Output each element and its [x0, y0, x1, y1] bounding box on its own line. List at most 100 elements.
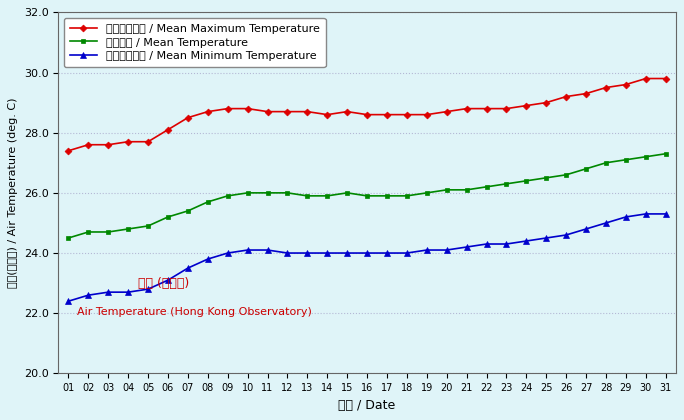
平均氣溫 / Mean Temperature: [622, 157, 630, 162]
平均最低氣溫 / Mean Minimum Temperature: [482, 241, 490, 247]
平均最低氣溫 / Mean Minimum Temperature: [343, 250, 352, 255]
平均最低氣溫 / Mean Minimum Temperature: [661, 211, 670, 216]
平均氣溫 / Mean Temperature: [64, 236, 73, 241]
平均最低氣溫 / Mean Minimum Temperature: [443, 247, 451, 252]
平均氣溫 / Mean Temperature: [502, 181, 510, 186]
平均最低氣溫 / Mean Minimum Temperature: [462, 244, 471, 249]
平均最低氣溫 / Mean Minimum Temperature: [602, 220, 610, 226]
平均最低氣溫 / Mean Minimum Temperature: [124, 290, 132, 295]
平均氣溫 / Mean Temperature: [224, 193, 232, 198]
平均氣溫 / Mean Temperature: [661, 151, 670, 156]
平均最高氣溫 / Mean Maximum Temperature: [523, 103, 531, 108]
平均最高氣溫 / Mean Maximum Temperature: [303, 109, 311, 114]
Line: 平均氣溫 / Mean Temperature: 平均氣溫 / Mean Temperature: [66, 151, 668, 240]
平均最高氣溫 / Mean Maximum Temperature: [204, 109, 212, 114]
平均氣溫 / Mean Temperature: [482, 184, 490, 189]
平均氣溫 / Mean Temperature: [184, 208, 192, 213]
平均最高氣溫 / Mean Maximum Temperature: [64, 148, 73, 153]
平均最高氣溫 / Mean Maximum Temperature: [224, 106, 232, 111]
平均最高氣溫 / Mean Maximum Temperature: [602, 85, 610, 90]
平均最低氣溫 / Mean Minimum Temperature: [642, 211, 650, 216]
平均最低氣溫 / Mean Minimum Temperature: [323, 250, 331, 255]
平均最高氣溫 / Mean Maximum Temperature: [343, 109, 352, 114]
Text: 氣溫 (天文台): 氣溫 (天文台): [137, 277, 189, 290]
X-axis label: 日期 / Date: 日期 / Date: [339, 399, 396, 412]
平均氣溫 / Mean Temperature: [323, 193, 331, 198]
平均氣溫 / Mean Temperature: [523, 178, 531, 184]
平均最高氣溫 / Mean Maximum Temperature: [462, 106, 471, 111]
平均氣溫 / Mean Temperature: [283, 190, 291, 195]
平均最高氣溫 / Mean Maximum Temperature: [184, 115, 192, 120]
平均最低氣溫 / Mean Minimum Temperature: [224, 250, 232, 255]
Y-axis label: 氣溫(攝氏度) / Air Temperature (deg. C): 氣溫(攝氏度) / Air Temperature (deg. C): [8, 97, 18, 288]
平均最低氣溫 / Mean Minimum Temperature: [204, 257, 212, 262]
平均最低氣溫 / Mean Minimum Temperature: [363, 250, 371, 255]
平均氣溫 / Mean Temperature: [542, 175, 551, 180]
平均氣溫 / Mean Temperature: [423, 190, 431, 195]
平均最低氣溫 / Mean Minimum Temperature: [263, 247, 272, 252]
平均最低氣溫 / Mean Minimum Temperature: [303, 250, 311, 255]
平均最低氣溫 / Mean Minimum Temperature: [383, 250, 391, 255]
平均最高氣溫 / Mean Maximum Temperature: [562, 94, 570, 99]
平均最高氣溫 / Mean Maximum Temperature: [283, 109, 291, 114]
平均最高氣溫 / Mean Maximum Temperature: [582, 91, 590, 96]
平均最高氣溫 / Mean Maximum Temperature: [363, 112, 371, 117]
Text: Air Temperature (Hong Kong Observatory): Air Temperature (Hong Kong Observatory): [77, 307, 312, 317]
平均最高氣溫 / Mean Maximum Temperature: [104, 142, 112, 147]
平均氣溫 / Mean Temperature: [164, 215, 172, 220]
Legend: 平均最高氣溫 / Mean Maximum Temperature, 平均氣溫 / Mean Temperature, 平均最低氣溫 / Mean Minimu: 平均最高氣溫 / Mean Maximum Temperature, 平均氣溫 …: [64, 18, 326, 67]
平均氣溫 / Mean Temperature: [462, 187, 471, 192]
平均氣溫 / Mean Temperature: [363, 193, 371, 198]
平均最高氣溫 / Mean Maximum Temperature: [84, 142, 92, 147]
平均氣溫 / Mean Temperature: [403, 193, 411, 198]
平均氣溫 / Mean Temperature: [582, 166, 590, 171]
平均氣溫 / Mean Temperature: [204, 200, 212, 205]
平均最高氣溫 / Mean Maximum Temperature: [383, 112, 391, 117]
平均氣溫 / Mean Temperature: [642, 154, 650, 159]
平均氣溫 / Mean Temperature: [602, 160, 610, 165]
平均最高氣溫 / Mean Maximum Temperature: [482, 106, 490, 111]
平均最低氣溫 / Mean Minimum Temperature: [423, 247, 431, 252]
平均氣溫 / Mean Temperature: [343, 190, 352, 195]
平均最高氣溫 / Mean Maximum Temperature: [661, 76, 670, 81]
平均最高氣溫 / Mean Maximum Temperature: [542, 100, 551, 105]
平均氣溫 / Mean Temperature: [124, 226, 132, 231]
平均氣溫 / Mean Temperature: [104, 229, 112, 234]
平均最高氣溫 / Mean Maximum Temperature: [164, 127, 172, 132]
平均最高氣溫 / Mean Maximum Temperature: [244, 106, 252, 111]
平均最低氣溫 / Mean Minimum Temperature: [164, 278, 172, 283]
平均最低氣溫 / Mean Minimum Temperature: [562, 232, 570, 237]
平均最低氣溫 / Mean Minimum Temperature: [244, 247, 252, 252]
平均氣溫 / Mean Temperature: [144, 223, 152, 228]
平均最高氣溫 / Mean Maximum Temperature: [443, 109, 451, 114]
平均最低氣溫 / Mean Minimum Temperature: [283, 250, 291, 255]
平均最高氣溫 / Mean Maximum Temperature: [642, 76, 650, 81]
Line: 平均最低氣溫 / Mean Minimum Temperature: 平均最低氣溫 / Mean Minimum Temperature: [66, 211, 668, 304]
平均最低氣溫 / Mean Minimum Temperature: [64, 299, 73, 304]
平均最高氣溫 / Mean Maximum Temperature: [144, 139, 152, 144]
Line: 平均最高氣溫 / Mean Maximum Temperature: 平均最高氣溫 / Mean Maximum Temperature: [66, 76, 668, 153]
平均氣溫 / Mean Temperature: [84, 229, 92, 234]
平均氣溫 / Mean Temperature: [443, 187, 451, 192]
平均最低氣溫 / Mean Minimum Temperature: [144, 286, 152, 291]
平均最低氣溫 / Mean Minimum Temperature: [542, 236, 551, 241]
平均最低氣溫 / Mean Minimum Temperature: [84, 293, 92, 298]
平均最低氣溫 / Mean Minimum Temperature: [523, 239, 531, 244]
平均氣溫 / Mean Temperature: [303, 193, 311, 198]
平均最高氣溫 / Mean Maximum Temperature: [263, 109, 272, 114]
平均最高氣溫 / Mean Maximum Temperature: [323, 112, 331, 117]
平均最低氣溫 / Mean Minimum Temperature: [502, 241, 510, 247]
平均最高氣溫 / Mean Maximum Temperature: [124, 139, 132, 144]
平均最低氣溫 / Mean Minimum Temperature: [622, 215, 630, 220]
平均最低氣溫 / Mean Minimum Temperature: [184, 265, 192, 270]
平均氣溫 / Mean Temperature: [562, 172, 570, 177]
平均氣溫 / Mean Temperature: [383, 193, 391, 198]
平均最低氣溫 / Mean Minimum Temperature: [104, 290, 112, 295]
平均氣溫 / Mean Temperature: [244, 190, 252, 195]
平均最高氣溫 / Mean Maximum Temperature: [423, 112, 431, 117]
平均最高氣溫 / Mean Maximum Temperature: [502, 106, 510, 111]
平均最低氣溫 / Mean Minimum Temperature: [403, 250, 411, 255]
平均氣溫 / Mean Temperature: [263, 190, 272, 195]
平均最高氣溫 / Mean Maximum Temperature: [622, 82, 630, 87]
平均最高氣溫 / Mean Maximum Temperature: [403, 112, 411, 117]
